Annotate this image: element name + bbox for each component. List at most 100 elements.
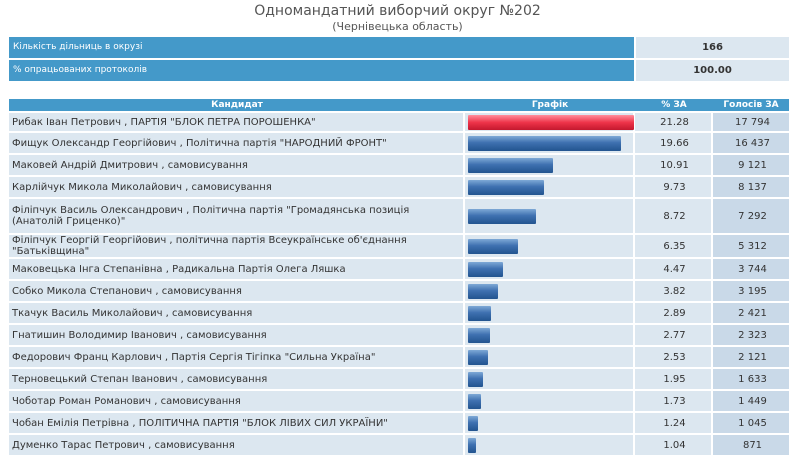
vote-share-bar bbox=[468, 261, 503, 277]
candidate-cell: Терновецький Степан Іванович , самовисув… bbox=[9, 369, 465, 389]
table-row: Карлійчук Микола Миколайович , самовисув… bbox=[9, 177, 789, 197]
candidate-cell: Собко Микола Степанович , самовисування bbox=[9, 281, 465, 301]
candidate-name[interactable]: Рибак Іван Петрович bbox=[12, 116, 121, 128]
candidate-cell: Думенко Тарас Петрович , самовисування bbox=[9, 435, 465, 455]
pct-cell: 19.66 bbox=[635, 133, 713, 153]
vote-share-bar bbox=[468, 179, 544, 195]
vote-share-bar bbox=[468, 437, 476, 453]
header-pct: % ЗА bbox=[635, 99, 713, 111]
candidate-party: Політична партія "НАРОДНИЙ ФРОНТ" bbox=[185, 137, 387, 149]
candidate-sep: , bbox=[177, 373, 188, 385]
candidate-name[interactable]: Карлійчук Микола Миколайович bbox=[12, 181, 182, 193]
candidate-name[interactable]: Маковецька Інга Степанівна bbox=[12, 263, 163, 275]
graph-cell bbox=[465, 199, 635, 233]
votes-cell: 2 121 bbox=[713, 347, 789, 367]
candidate-name[interactable]: Чоботар Роман Романович bbox=[12, 395, 152, 407]
vote-share-bar bbox=[468, 208, 536, 224]
table-row: Федорович Франц Карлович , Партія Сергія… bbox=[9, 347, 789, 367]
table-row: Філіпчук Георгій Георгійович , політична… bbox=[9, 235, 789, 257]
pct-cell: 1.73 bbox=[635, 391, 713, 411]
vote-share-bar bbox=[468, 371, 483, 387]
table-row: Гнатишин Володимир Іванович , самовисува… bbox=[9, 325, 789, 345]
vote-share-bar bbox=[468, 135, 621, 151]
table-row: Фищук Олександр Георгійович , Політична … bbox=[9, 133, 789, 153]
votes-cell: 1 633 bbox=[713, 369, 789, 389]
pct-cell: 2.77 bbox=[635, 325, 713, 345]
candidate-party: самовисування bbox=[160, 395, 241, 407]
candidate-cell: Ткачук Василь Миколайович , самовисуванн… bbox=[9, 303, 465, 323]
candidate-party: самовисування bbox=[172, 307, 253, 319]
summary-label: Кількість дільниць в окрузі bbox=[9, 37, 634, 58]
votes-cell: 5 312 bbox=[713, 235, 789, 257]
page-header: Одномандатний виборчий округ №202 (Черні… bbox=[0, 3, 795, 34]
table-row: Рибак Іван Петрович , ПАРТІЯ "БЛОК ПЕТРА… bbox=[9, 113, 789, 131]
vote-share-bar bbox=[468, 415, 478, 431]
summary-label: % опрацьованих протоколів bbox=[9, 60, 634, 81]
candidate-party: Партія Сергія Тігіпка "Сильна Україна" bbox=[171, 351, 376, 363]
candidate-party: Радикальна Партія Олега Ляшка bbox=[172, 263, 346, 275]
header-votes: Голосів ЗА bbox=[713, 99, 789, 111]
candidate-party: самовисування bbox=[154, 439, 235, 451]
candidate-name[interactable]: Ткачук Василь Миколайович bbox=[12, 307, 163, 319]
candidate-sep: , bbox=[158, 159, 168, 171]
vote-share-bar bbox=[468, 393, 481, 409]
candidate-party: ПАРТІЯ "БЛОК ПЕТРА ПОРОШЕНКА" bbox=[130, 116, 316, 128]
votes-cell: 9 121 bbox=[713, 155, 789, 175]
pct-cell: 1.24 bbox=[635, 413, 713, 433]
candidate-name[interactable]: Маковей Андрій Дмитрович bbox=[12, 159, 159, 171]
table-row: Філіпчук Василь Олександрович , Політичн… bbox=[9, 199, 789, 233]
pct-cell: 8.72 bbox=[635, 199, 713, 233]
graph-cell bbox=[465, 259, 635, 279]
candidate-name[interactable]: Філіпчук Георгій Георгійович bbox=[12, 235, 167, 246]
candidate-cell: Чобан Емілія Петрівна , ПОЛІТИЧНА ПАРТІЯ… bbox=[9, 413, 465, 433]
graph-cell bbox=[465, 303, 635, 323]
graph-cell bbox=[465, 435, 635, 455]
pct-cell: 1.04 bbox=[635, 435, 713, 455]
pct-cell: 6.35 bbox=[635, 235, 713, 257]
graph-cell bbox=[465, 347, 635, 367]
candidate-sep: , bbox=[129, 417, 139, 429]
graph-cell bbox=[465, 391, 635, 411]
table-row: Думенко Тарас Петрович , самовисування 1.… bbox=[9, 435, 789, 455]
candidate-name[interactable]: Фищук Олександр Георгійович bbox=[12, 137, 177, 149]
pct-cell: 9.73 bbox=[635, 177, 713, 197]
table-row: Маковецька Інга Степанівна , Радикальна … bbox=[9, 259, 789, 279]
candidate-name[interactable]: Гнатишин Володимир Іванович bbox=[12, 329, 177, 341]
candidate-cell: Фищук Олександр Георгійович , Політична … bbox=[9, 133, 465, 153]
vote-share-bar bbox=[468, 283, 498, 299]
pct-cell: 21.28 bbox=[635, 113, 713, 131]
candidate-sep: , bbox=[162, 307, 173, 319]
graph-cell bbox=[465, 177, 635, 197]
candidate-party: Політична партія "Громадянська позиція (… bbox=[12, 205, 410, 227]
results-table: Кандидат Графік % ЗА Голосів ЗА Рибак Ів… bbox=[9, 97, 789, 457]
table-row: Собко Микола Степанович , самовисування 3… bbox=[9, 281, 789, 301]
candidate-party: самовисування bbox=[161, 285, 242, 297]
candidate-name[interactable]: Думенко Тарас Петрович bbox=[12, 439, 145, 451]
votes-cell: 871 bbox=[713, 435, 789, 455]
page-subtitle: (Чернівецька область) bbox=[332, 20, 463, 33]
candidate-party: політична партія Всеукраїнське об'єднанн… bbox=[12, 235, 407, 257]
graph-cell bbox=[465, 133, 635, 153]
candidate-sep: , bbox=[182, 181, 192, 193]
votes-cell: 2 323 bbox=[713, 325, 789, 345]
pct-cell: 1.95 bbox=[635, 369, 713, 389]
candidate-party: самовисування bbox=[167, 159, 248, 171]
candidate-sep: , bbox=[161, 351, 172, 363]
pct-cell: 10.91 bbox=[635, 155, 713, 175]
votes-cell: 8 137 bbox=[713, 177, 789, 197]
candidate-name[interactable]: Філіпчук Василь Олександрович bbox=[12, 205, 183, 216]
candidate-name[interactable]: Терновецький Степан Іванович bbox=[12, 373, 178, 385]
pct-cell: 2.89 bbox=[635, 303, 713, 323]
candidate-name[interactable]: Чобан Емілія Петрівна bbox=[12, 417, 130, 429]
candidate-sep: , bbox=[176, 137, 186, 149]
graph-cell bbox=[465, 155, 635, 175]
candidate-name[interactable]: Собко Микола Степанович bbox=[12, 285, 153, 297]
graph-cell bbox=[465, 369, 635, 389]
graph-cell bbox=[465, 325, 635, 345]
table-row: Чоботар Роман Романович , самовисування 1… bbox=[9, 391, 789, 411]
candidate-cell: Філіпчук Василь Олександрович , Політичн… bbox=[9, 199, 465, 233]
candidate-name[interactable]: Федорович Франц Карлович bbox=[12, 351, 162, 363]
table-row: Маковей Андрій Дмитрович , самовисування… bbox=[9, 155, 789, 175]
votes-cell: 3 195 bbox=[713, 281, 789, 301]
candidate-sep: , bbox=[144, 439, 155, 451]
